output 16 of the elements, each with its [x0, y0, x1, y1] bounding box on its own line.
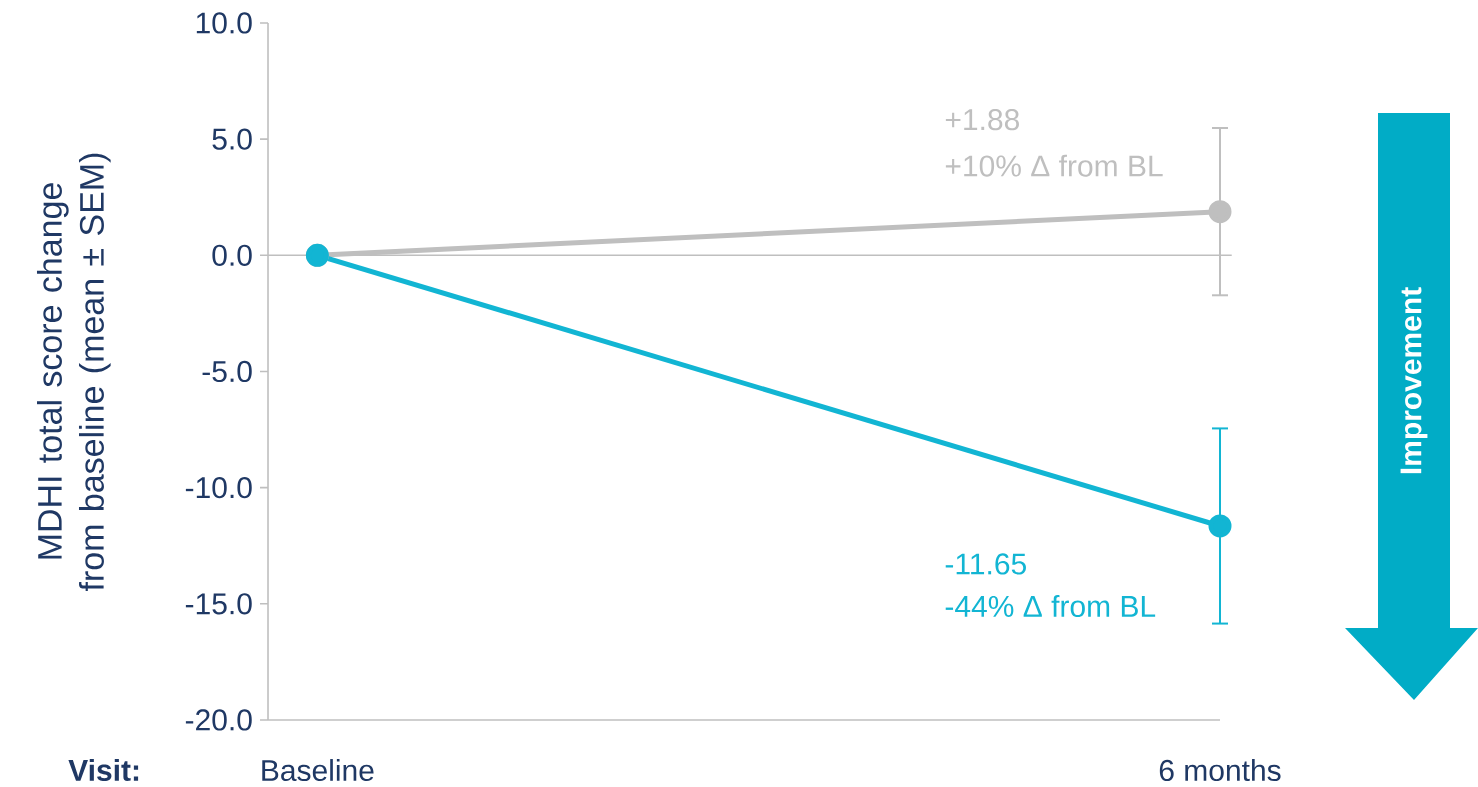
x-tick-label: 6 months — [1159, 759, 1281, 782]
annotation: Improvement — [1400, 287, 1428, 474]
y-tick-label: -15.0 — [185, 593, 252, 615]
y-tick-label: -5.0 — [202, 360, 252, 383]
annotation: +1.88 — [945, 109, 1019, 131]
annotation: -11.65 — [945, 553, 1026, 575]
y-tick-label: 10.0 — [196, 12, 252, 34]
x-axis-title: Visit: — [68, 758, 139, 781]
annotation: +10% Δ from BL — [945, 154, 1163, 177]
annotation: -44% Δ from BL — [945, 594, 1156, 617]
x-tick-label: Baseline — [262, 759, 374, 782]
y-tick-label: -10.0 — [185, 477, 252, 499]
y-tick-label: 5.0 — [212, 128, 252, 150]
y-axis-title: MDHI total score change from baseline (mean ± SEM) — [36, 153, 111, 592]
y-tick-label: 0.0 — [212, 244, 252, 266]
y-tick-label: -20.0 — [185, 709, 252, 731]
